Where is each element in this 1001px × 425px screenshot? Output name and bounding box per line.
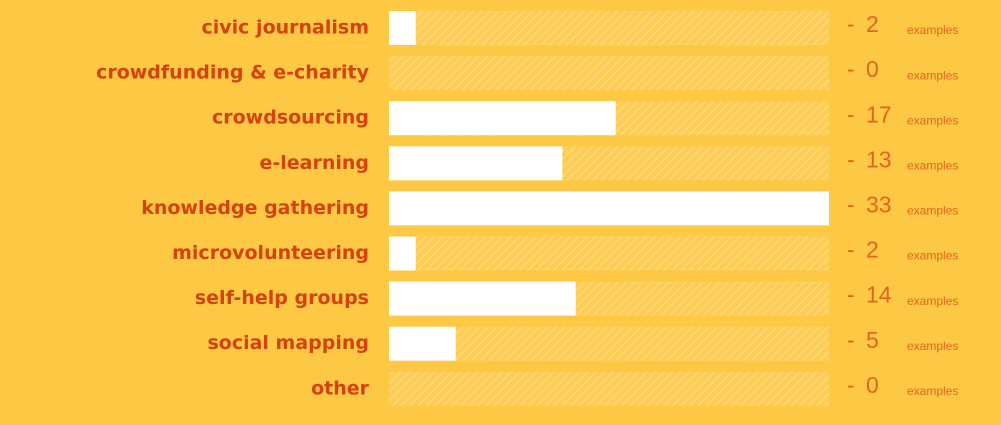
category-label: knowledge gathering xyxy=(141,197,369,219)
unit-label: examples xyxy=(907,158,958,172)
unit-label: examples xyxy=(907,294,958,308)
value-label: 0 xyxy=(866,372,879,398)
category-label: crowdfunding & e-charity xyxy=(96,62,370,84)
bar xyxy=(389,11,416,45)
unit-label: examples xyxy=(907,249,958,263)
value-label: 33 xyxy=(866,191,892,217)
bar-track xyxy=(389,326,829,361)
bar-track xyxy=(389,11,829,45)
unit-label: examples xyxy=(907,204,958,218)
bar-track xyxy=(389,56,829,91)
separator: - xyxy=(847,372,855,398)
value-label: 2 xyxy=(866,237,879,263)
category-label: social mapping xyxy=(207,332,369,354)
separator: - xyxy=(847,282,855,308)
category-label: crowdsourcing xyxy=(212,107,369,129)
bar-track xyxy=(389,236,829,271)
separator: - xyxy=(847,146,855,172)
value-label: 5 xyxy=(866,327,879,353)
category-label: other xyxy=(311,377,370,399)
separator: - xyxy=(847,101,855,127)
unit-label: examples xyxy=(907,68,958,82)
bar xyxy=(389,146,563,181)
category-label: self-help groups xyxy=(195,287,369,309)
value-label: 14 xyxy=(866,282,892,308)
bar xyxy=(389,191,829,226)
category-label: microvolunteering xyxy=(172,242,369,264)
bar xyxy=(389,281,576,316)
bar xyxy=(389,326,456,361)
unit-label: examples xyxy=(907,23,958,37)
bar xyxy=(389,236,416,271)
separator: - xyxy=(847,237,855,263)
separator: - xyxy=(847,11,855,37)
value-label: 0 xyxy=(866,56,879,82)
value-label: 17 xyxy=(866,101,892,127)
value-label: 2 xyxy=(866,11,879,37)
bar xyxy=(389,101,616,136)
unit-label: examples xyxy=(907,113,958,127)
unit-label: examples xyxy=(907,339,958,353)
separator: - xyxy=(847,191,855,217)
category-label: civic journalism xyxy=(202,17,370,39)
unit-label: examples xyxy=(907,384,958,398)
separator: - xyxy=(847,327,855,353)
category-label: e-learning xyxy=(259,152,369,174)
value-label: 13 xyxy=(866,146,892,172)
bar-track xyxy=(389,371,829,406)
separator: - xyxy=(847,56,855,82)
